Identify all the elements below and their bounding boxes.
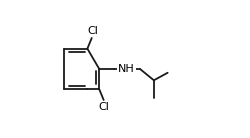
Text: NH: NH: [118, 64, 135, 74]
Text: Cl: Cl: [99, 102, 110, 112]
Text: Cl: Cl: [87, 26, 98, 36]
